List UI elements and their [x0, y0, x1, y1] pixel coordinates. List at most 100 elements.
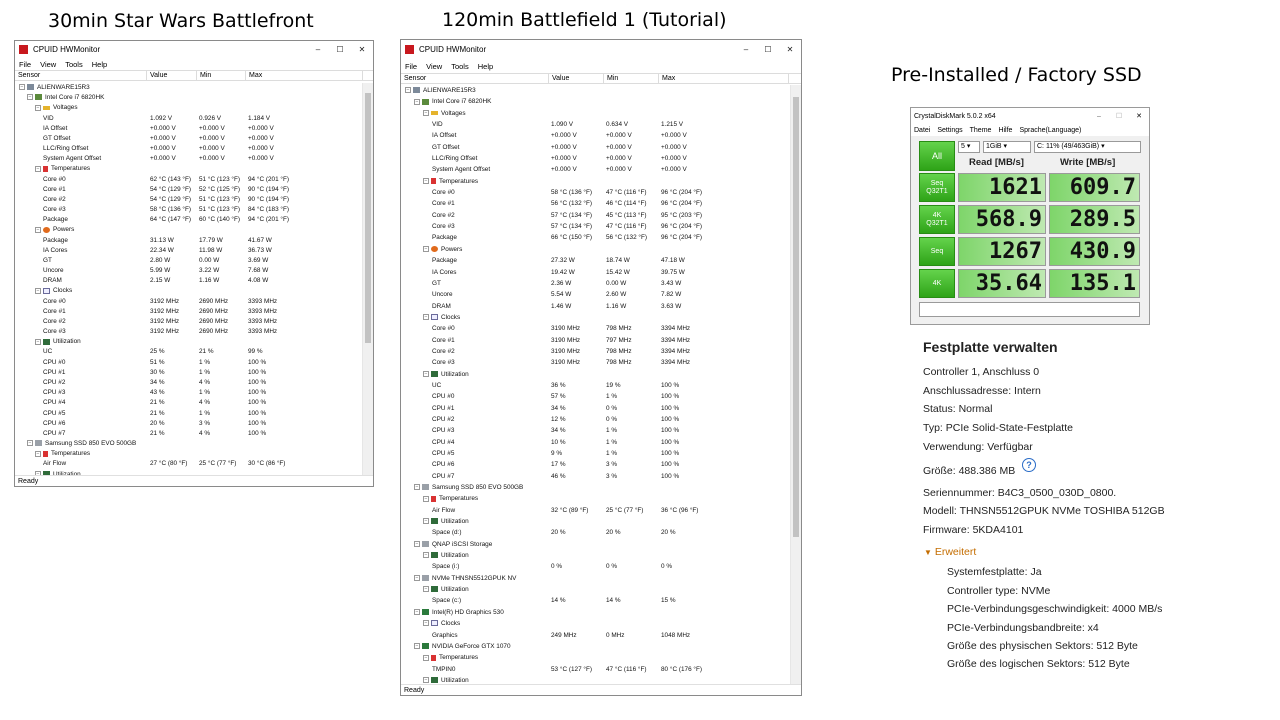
- sensor-row[interactable]: CPU #0 51 % 1 % 100 %: [15, 358, 362, 368]
- sensor-row[interactable]: Core #2 54 °C (129 °F) 51 °C (123 °F) 90 °C…: [15, 195, 362, 205]
- collapse-icon[interactable]: −: [414, 643, 420, 650]
- sensor-row[interactable]: Core #1 54 °C (129 °F) 52 °C (125 °F) 90 °C…: [15, 185, 362, 195]
- sensor-row[interactable]: Core #1 56 °C (132 °F) 46 °C (114 °F) 96 °C…: [401, 198, 790, 209]
- collapse-icon[interactable]: −: [423, 246, 429, 253]
- column-value[interactable]: Value: [549, 74, 604, 83]
- minimize-button[interactable]: –: [743, 45, 749, 54]
- sensor-row[interactable]: GT Offset +0.000 V +0.000 V +0.000 V: [401, 142, 790, 153]
- minimize-button[interactable]: –: [1097, 112, 1101, 120]
- collapse-icon[interactable]: −: [423, 314, 429, 321]
- collapse-icon[interactable]: −: [414, 98, 420, 105]
- menu-tools[interactable]: Tools: [451, 61, 469, 71]
- sensor-row[interactable]: Uncore 5.99 W 3.22 W 7.68 W: [15, 266, 362, 276]
- column-min[interactable]: Min: [604, 74, 659, 83]
- collapse-icon[interactable]: −: [35, 104, 41, 111]
- collapse-icon[interactable]: −: [405, 87, 411, 94]
- menu-datei[interactable]: Datei: [914, 126, 931, 134]
- sensor-row[interactable]: Air Flow 32 °C (89 °F) 25 °C (77 °F) 36 °C …: [401, 505, 790, 516]
- sensor-row[interactable]: CPU #7 21 % 4 % 100 %: [15, 429, 362, 439]
- scrollbar-thumb[interactable]: [793, 97, 799, 537]
- tree-group-row[interactable]: − ALIENWARE15R3: [15, 83, 362, 93]
- collapse-icon[interactable]: −: [423, 586, 429, 593]
- sensor-row[interactable]: Core #1 3190 MHz 797 MHz 3394 MHz: [401, 335, 790, 346]
- sensor-row[interactable]: VID 1.092 V 0.926 V 1.184 V: [15, 114, 362, 124]
- tree-group-row[interactable]: − Powers: [401, 244, 790, 255]
- collapse-icon[interactable]: −: [423, 110, 429, 116]
- sensor-row[interactable]: Space (c:) 14 % 14 % 15 %: [401, 595, 790, 606]
- sensor-row[interactable]: CPU #1 30 % 1 % 100 %: [15, 368, 362, 378]
- sensor-row[interactable]: Package 64 °C (147 °F) 60 °C (140 °F) 94 °C…: [15, 215, 362, 225]
- menu-help[interactable]: Help: [91, 59, 108, 69]
- sensor-row[interactable]: Core #3 3190 MHz 798 MHz 3394 MHz: [401, 357, 790, 368]
- drive-select[interactable]: C: 11% (49/463GiB) ▾: [1034, 141, 1141, 153]
- tree-group-row[interactable]: − Samsung SSD 850 EVO 500GB: [15, 439, 362, 449]
- menu-tools[interactable]: Tools: [65, 59, 83, 69]
- sensor-row[interactable]: CPU #5 21 % 1 % 100 %: [15, 409, 362, 419]
- menu-file[interactable]: File: [19, 59, 32, 69]
- tree-group-row[interactable]: − Temperatures: [15, 164, 362, 174]
- sensor-row[interactable]: GT 2.36 W 0.00 W 3.43 W: [401, 278, 790, 289]
- sensor-row[interactable]: CPU #2 34 % 4 % 100 %: [15, 378, 362, 388]
- maximize-button[interactable]: ☐: [336, 45, 344, 54]
- tree-group-row[interactable]: − Utilization: [15, 470, 362, 475]
- test-4k-button[interactable]: 4K: [919, 269, 955, 298]
- tree-group-row[interactable]: − Temperatures: [15, 449, 362, 459]
- sensor-row[interactable]: Package 27.32 W 18.74 W 47.18 W: [401, 255, 790, 266]
- tree-group-row[interactable]: − Temperatures: [401, 652, 790, 663]
- close-button[interactable]: ✕: [786, 45, 794, 54]
- tree-group-row[interactable]: − Utilization: [401, 550, 790, 561]
- collapse-icon[interactable]: −: [35, 450, 41, 457]
- sensor-row[interactable]: CPU #4 10 % 1 % 100 %: [401, 437, 790, 448]
- sensor-row[interactable]: Core #2 3190 MHz 798 MHz 3394 MHz: [401, 346, 790, 357]
- maximize-button[interactable]: ☐: [764, 45, 772, 54]
- tree-group-row[interactable]: − Intel Core i7 6820HK: [401, 96, 790, 107]
- sensor-row[interactable]: Uncore 5.54 W 2.60 W 7.82 W: [401, 289, 790, 300]
- sensor-row[interactable]: GT 2.80 W 0.00 W 3.69 W: [15, 256, 362, 266]
- tree-group-row[interactable]: − Utilization: [401, 369, 790, 380]
- sensor-row[interactable]: IA Offset +0.000 V +0.000 V +0.000 V: [401, 130, 790, 141]
- menu-file[interactable]: File: [405, 61, 418, 71]
- sensor-row[interactable]: IA Offset +0.000 V +0.000 V +0.000 V: [15, 124, 362, 134]
- tree-group-row[interactable]: − Utilization: [15, 337, 362, 347]
- sensor-row[interactable]: Core #2 3192 MHz 2690 MHz 3393 MHz: [15, 317, 362, 327]
- sensor-row[interactable]: Core #3 58 °C (136 °F) 51 °C (123 °F) 84 °C…: [15, 205, 362, 215]
- collapse-icon[interactable]: −: [35, 287, 41, 294]
- sensor-row[interactable]: IA Cores 19.42 W 15.42 W 39.75 W: [401, 267, 790, 278]
- sensor-row[interactable]: CPU #7 46 % 3 % 100 %: [401, 471, 790, 482]
- tree-group-row[interactable]: − Voltages: [401, 108, 790, 119]
- sensor-row[interactable]: LLC/Ring Offset +0.000 V +0.000 V +0.000 V: [15, 144, 362, 154]
- sensor-row[interactable]: Core #0 62 °C (143 °F) 51 °C (123 °F) 94 °C…: [15, 175, 362, 185]
- sensor-row[interactable]: Space (d:) 20 % 20 % 20 %: [401, 527, 790, 538]
- tree-group-row[interactable]: − Temperatures: [401, 493, 790, 504]
- collapse-icon[interactable]: −: [35, 226, 41, 233]
- size-select[interactable]: 1GiB ▾: [983, 141, 1031, 153]
- sensor-row[interactable]: CPU #5 9 % 1 % 100 %: [401, 448, 790, 459]
- menu-settings[interactable]: Settings: [937, 126, 963, 134]
- collapse-icon[interactable]: −: [423, 677, 429, 684]
- tree-group-row[interactable]: − Intel Core i7 6820HK: [15, 93, 362, 103]
- vertical-scrollbar[interactable]: [362, 83, 373, 475]
- menu-help[interactable]: Help: [477, 61, 494, 71]
- column-sensor[interactable]: Sensor: [15, 71, 147, 80]
- sensor-row[interactable]: System Agent Offset +0.000 V +0.000 V +0.00…: [401, 164, 790, 175]
- sensor-row[interactable]: Core #0 3190 MHz 798 MHz 3394 MHz: [401, 323, 790, 334]
- sensor-row[interactable]: GT Offset +0.000 V +0.000 V +0.000 V: [15, 134, 362, 144]
- sensor-row[interactable]: CPU #2 12 % 0 % 100 %: [401, 414, 790, 425]
- tree-group-row[interactable]: − NVIDIA GeForce GTX 1070: [401, 641, 790, 652]
- close-button[interactable]: ✕: [358, 45, 366, 54]
- collapse-icon[interactable]: −: [423, 654, 429, 661]
- test-seq-button[interactable]: Seq: [919, 237, 955, 266]
- sensor-row[interactable]: Air Flow 27 °C (80 °F) 25 °C (77 °F) 30 °C …: [15, 459, 362, 469]
- menu-hilfe[interactable]: Hilfe: [998, 126, 1013, 134]
- collapse-icon[interactable]: −: [35, 338, 41, 345]
- scrollbar-thumb[interactable]: [365, 93, 371, 343]
- sensor-row[interactable]: UC 36 % 19 % 100 %: [401, 380, 790, 391]
- tree-group-row[interactable]: − Clocks: [401, 312, 790, 323]
- column-sensor[interactable]: Sensor: [401, 74, 549, 83]
- tree-group-row[interactable]: − NVMe THNSN5512GPUK NV: [401, 573, 790, 584]
- sensor-row[interactable]: System Agent Offset +0.000 V +0.000 V +0.00…: [15, 154, 362, 164]
- collapse-icon[interactable]: −: [414, 575, 420, 582]
- sensor-row[interactable]: VID 1.090 V 0.634 V 1.215 V: [401, 119, 790, 130]
- sensor-row[interactable]: CPU #6 17 % 3 % 100 %: [401, 459, 790, 470]
- sensor-row[interactable]: TMPIN0 53 °C (127 °F) 47 °C (116 °F) 80 °C …: [401, 664, 790, 675]
